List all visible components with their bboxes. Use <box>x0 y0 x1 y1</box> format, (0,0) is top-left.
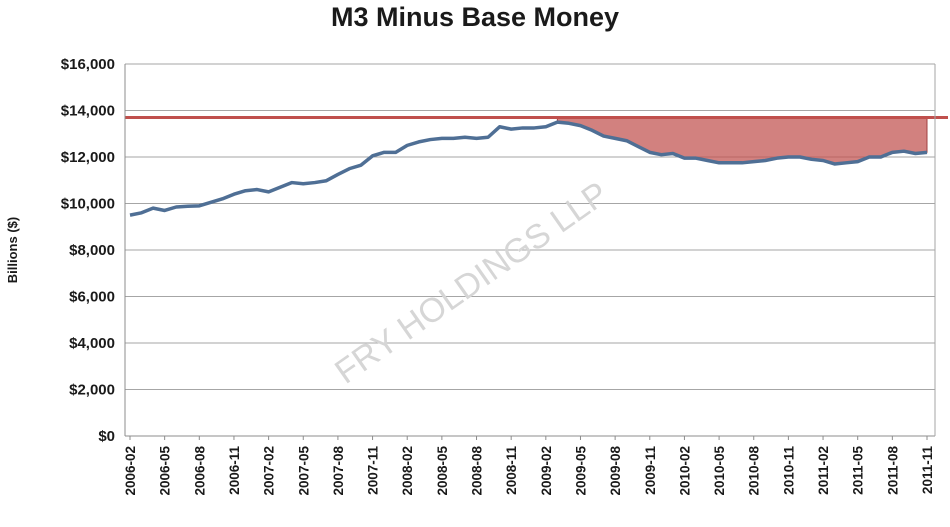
chart-title: M3 Minus Base Money <box>330 2 620 32</box>
y-tick-label: $8,000 <box>69 242 115 259</box>
y-tick-label: $14,000 <box>61 103 115 120</box>
y-tick-label: $16,000 <box>61 56 115 73</box>
y-tick-label: $0 <box>98 428 115 445</box>
x-tick-label: 2009-11 <box>643 446 658 495</box>
watermark-text: FRY HOLDINGS LLP <box>328 175 615 392</box>
y-axis-label: Billions ($) <box>5 217 20 283</box>
y-tick-label: $6,000 <box>69 289 115 306</box>
x-tick-label: 2007-02 <box>262 446 277 496</box>
grid-layer <box>125 63 935 390</box>
x-tick-label: 2010-08 <box>747 446 762 496</box>
y-tick-label: $2,000 <box>69 382 115 399</box>
x-tick-label: 2008-08 <box>470 446 485 496</box>
x-tick-label: 2006-05 <box>158 446 173 496</box>
x-tick-label: 2007-08 <box>331 446 346 496</box>
x-tick-label: 2009-02 <box>539 446 554 496</box>
x-tick-label: 2009-05 <box>573 446 588 496</box>
x-tick-label: 2006-08 <box>192 446 207 496</box>
x-tick-label: 2011-08 <box>885 446 900 495</box>
x-tick-label: 2009-08 <box>608 446 623 496</box>
x-tick-label: 2007-11 <box>366 446 381 495</box>
series-line <box>129 120 928 217</box>
x-tick-label: 2008-02 <box>400 446 415 496</box>
x-tick-label: 2010-11 <box>781 446 796 495</box>
series-line-layer <box>129 120 928 217</box>
axis-layer <box>124 64 936 440</box>
x-tick-label: 2010-05 <box>712 446 727 496</box>
x-tick-label: 2008-05 <box>435 446 450 496</box>
y-tick-label: $12,000 <box>61 149 115 166</box>
x-tick-label: 2011-11 <box>920 446 935 495</box>
x-tick-label: 2006-11 <box>227 446 242 495</box>
y-tick-label: $4,000 <box>69 335 115 352</box>
x-tick-label: 2008-11 <box>504 446 519 495</box>
x-tick-label: 2010-02 <box>677 446 692 496</box>
x-tick-label: 2007-05 <box>296 446 311 496</box>
x-tick-label: 2006-02 <box>123 446 138 496</box>
x-tick-label: 2011-05 <box>851 446 866 495</box>
x-tick-label: 2011-02 <box>816 446 831 495</box>
y-tick-label: $10,000 <box>61 196 115 213</box>
